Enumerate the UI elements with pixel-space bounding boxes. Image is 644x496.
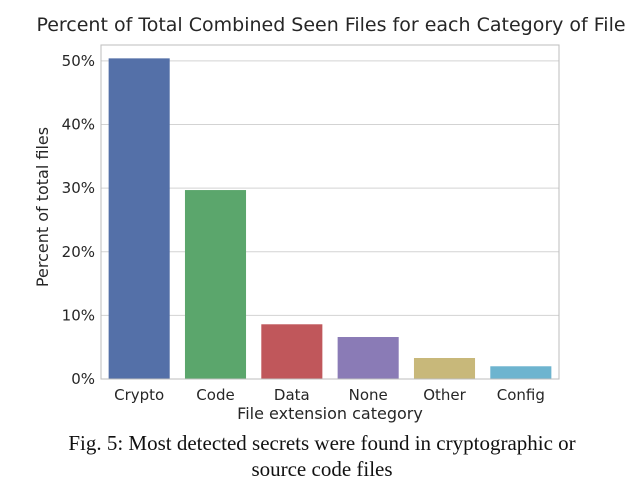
x-axis-label: File extension category (237, 404, 423, 423)
y-tick-label: 40% (62, 116, 95, 134)
y-tick-label: 50% (62, 52, 95, 70)
bar-data (261, 324, 323, 379)
bar-other (413, 358, 476, 379)
y-tick-label: 10% (62, 306, 95, 324)
chart-title: Percent of Total Combined Seen Files for… (36, 14, 625, 36)
y-tick-label: 20% (62, 243, 95, 261)
x-tick-label-data: Data (274, 386, 310, 404)
y-axis-ticks: 0% 10% 20% 30% 40% 50% (62, 52, 95, 388)
bar-chart: Percent of Total Combined Seen Files for… (33, 14, 626, 423)
bar-none (337, 337, 399, 379)
caption-line-1: Fig. 5: Most detected secrets were found… (68, 431, 576, 455)
x-tick-label-other: Other (423, 386, 466, 404)
y-axis-label: Percent of total files (33, 127, 52, 287)
caption-line-2: source code files (251, 457, 393, 481)
y-tick-label: 0% (71, 370, 95, 388)
x-tick-label-none: None (349, 386, 388, 404)
figure-caption: Fig. 5: Most detected secrets were found… (0, 430, 644, 482)
y-tick-label: 30% (62, 179, 95, 197)
x-tick-label-crypto: Crypto (114, 386, 164, 404)
bar-code (184, 190, 247, 379)
bars (108, 58, 552, 380)
bar-config (490, 366, 552, 379)
x-tick-label-config: Config (497, 386, 545, 404)
x-tick-label-code: Code (196, 386, 234, 404)
x-axis-ticks: Crypto Code Data None Other Config (114, 386, 545, 404)
plot-frame (100, 44, 560, 380)
bar-crypto (108, 58, 170, 380)
